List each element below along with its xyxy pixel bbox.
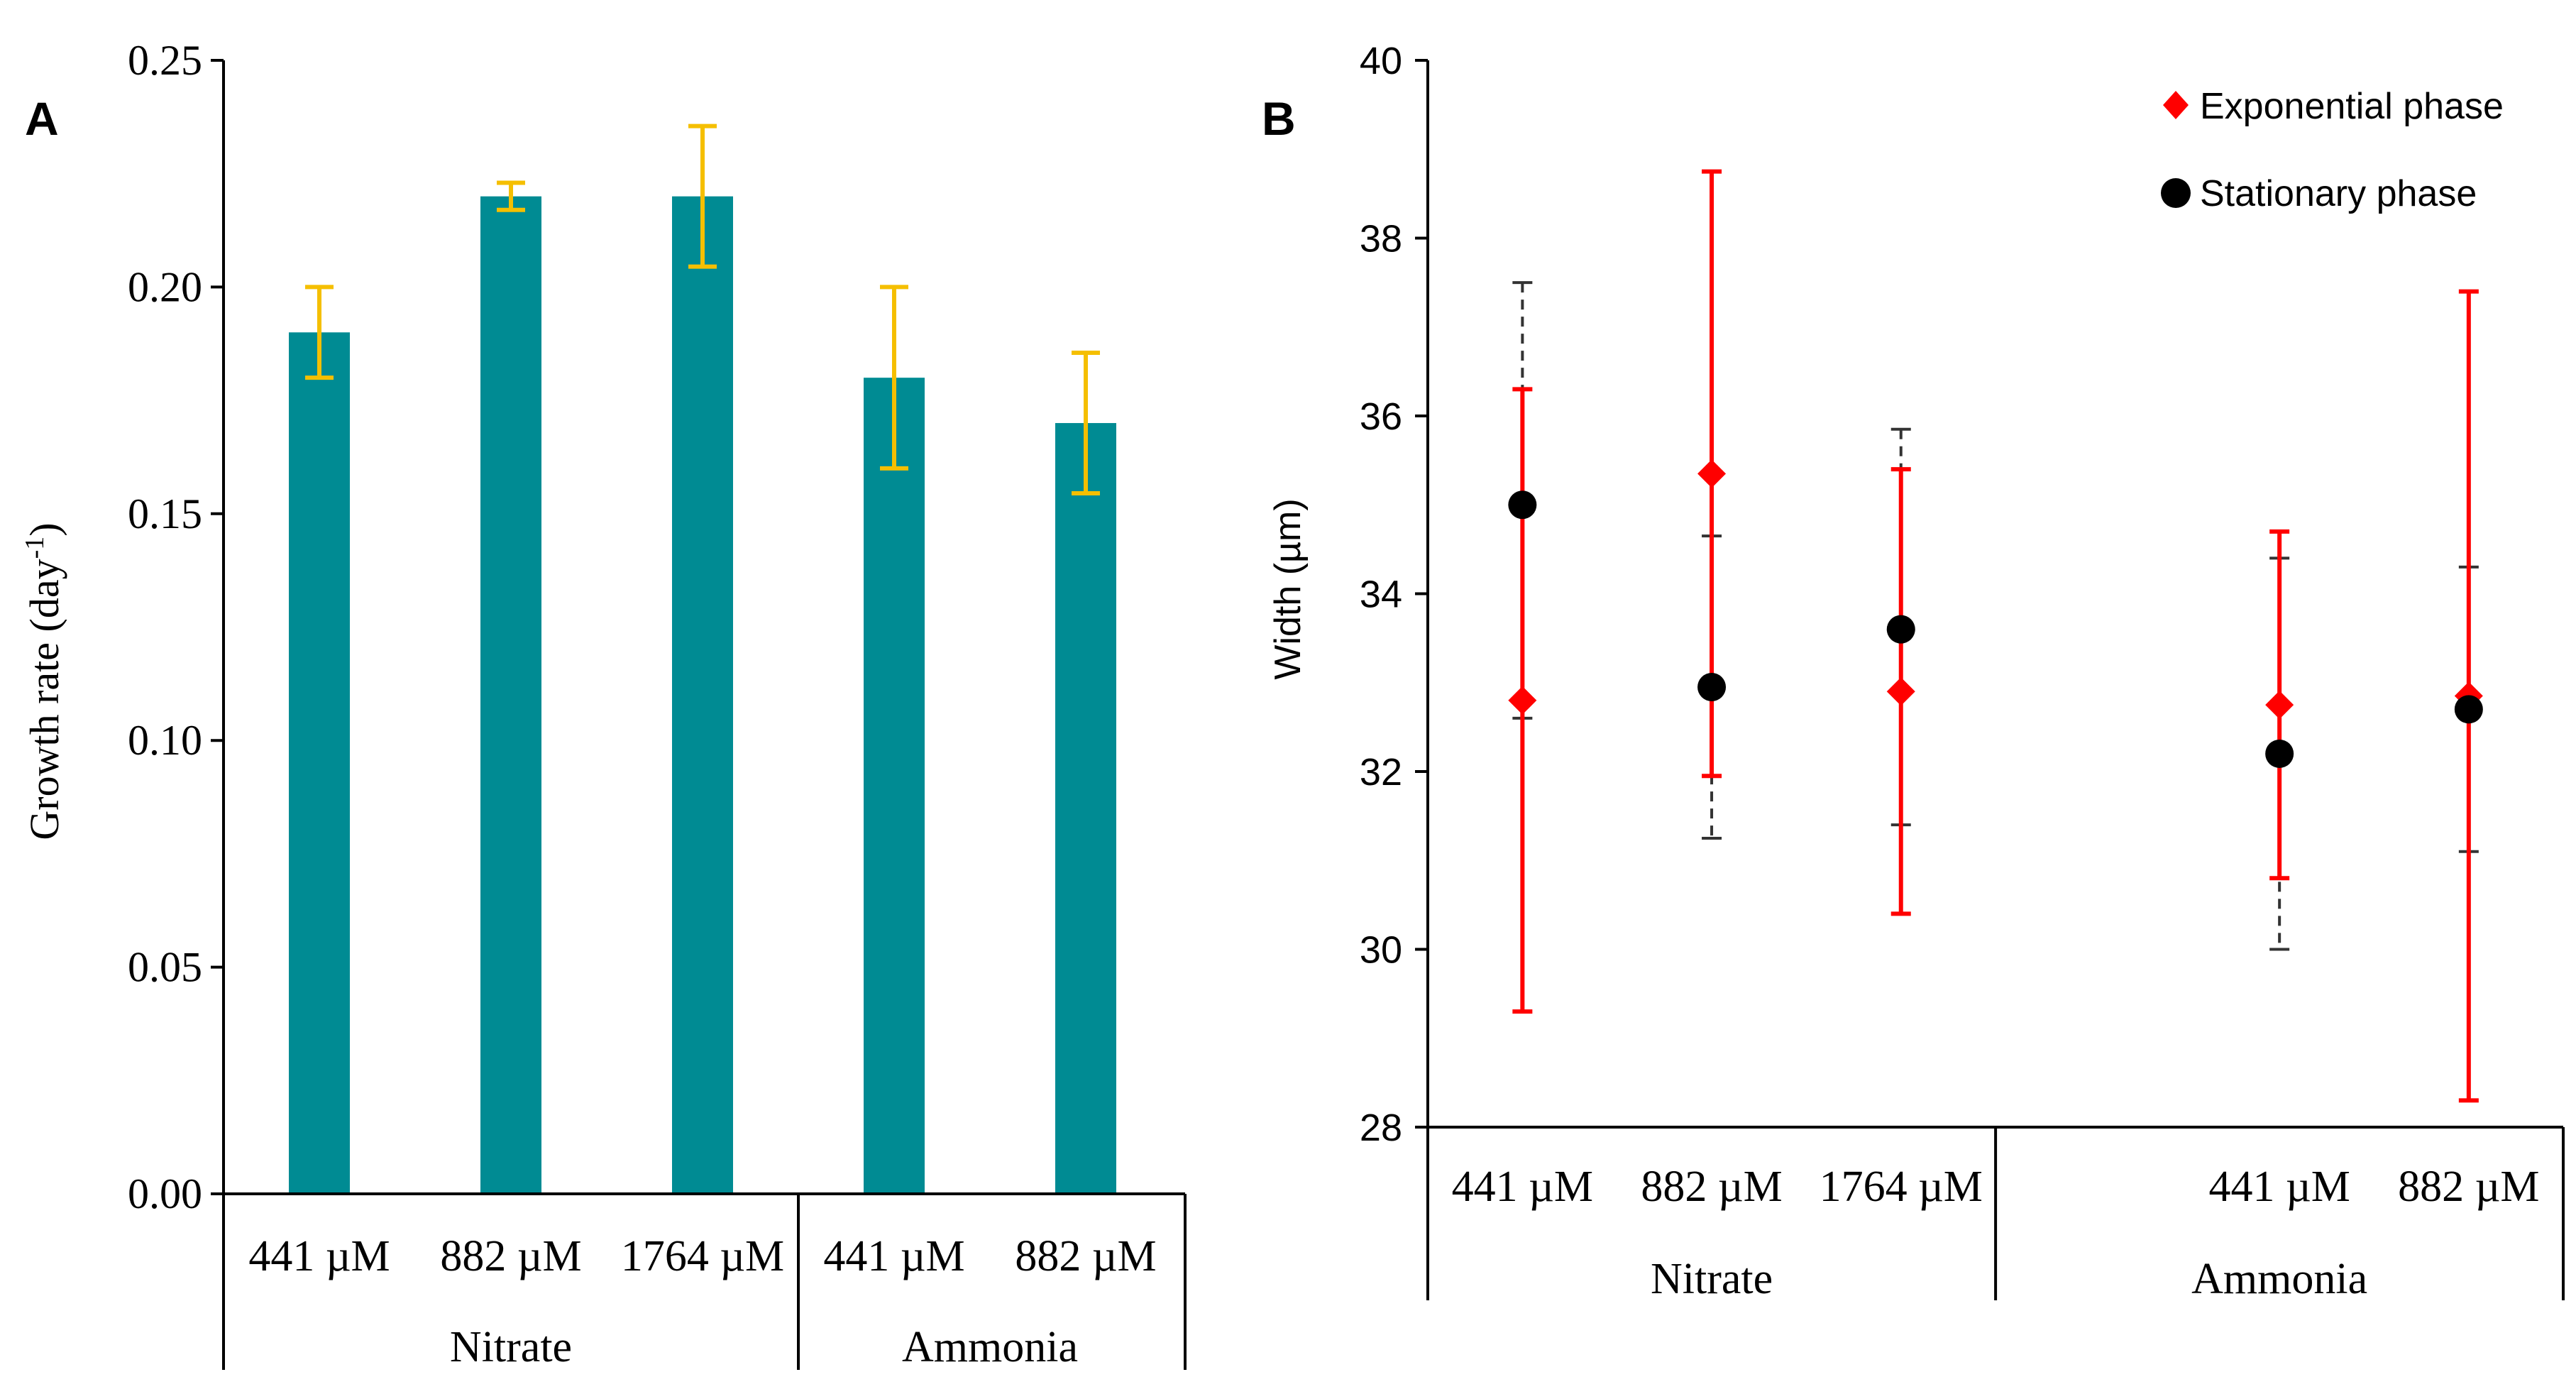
panel-b-point-stationary	[1508, 490, 1537, 520]
panel-b-point-stationary	[2265, 739, 2294, 768]
panel-b-group-labels: Nitrate Ammonia	[1651, 1255, 2367, 1303]
panel-b-y-tick-label: 32	[1360, 751, 1402, 794]
panel-a-y-axis-title: Growth rate (day-1)	[20, 522, 67, 840]
panel-b-point-exponential	[1886, 677, 1915, 706]
panel-b-y-tick-label: 36	[1360, 395, 1402, 438]
panel-b-category-label: 882 µM	[2398, 1163, 2539, 1211]
panel-a: A Growth rate (day-1) 0.000.050.100.150.…	[20, 37, 1187, 1371]
panel-a-y-axis-title-main: Growth rate (day	[21, 559, 67, 840]
panel-b-y-axis-title: Width (µm)	[1267, 498, 1309, 679]
panel-a-category-label: 882 µM	[440, 1232, 581, 1280]
panel-a-bar	[289, 332, 350, 1194]
panel-a-bars	[289, 196, 1116, 1195]
panel-b-axes	[1426, 60, 2565, 1300]
panel-a-category-label: 1764 µM	[621, 1232, 784, 1280]
panel-b-y-tick-label: 34	[1360, 573, 1402, 616]
panel-b-point-exponential	[1508, 686, 1537, 715]
panel-a-bar	[1055, 423, 1116, 1194]
panel-a-y-ticks: 0.00 0.05 0.10 0.15 0.20 0.25	[128, 37, 224, 1217]
panel-b-category-labels: 441 µM 882 µM 1764 µM 441 µM 882 µM	[1452, 1163, 2540, 1211]
panel-a-error-bars	[305, 124, 1100, 496]
panel-b: B Width (µm) 28 30 32 34 36 38 40 441 µM 882 µM…	[1262, 40, 2565, 1303]
panel-b-y-tick-label: 28	[1360, 1107, 1402, 1149]
panel-a-y-tick-label: 0.20	[128, 263, 202, 310]
panel-b-legend: Exponential phase Stationary phase	[2161, 86, 2504, 214]
panel-b-y-tick-label: 30	[1360, 929, 1402, 972]
panel-a-group-labels: Nitrate Ammonia	[450, 1323, 1078, 1371]
legend-exponential-label: Exponential phase	[2200, 86, 2504, 127]
panel-b-category-label: 441 µM	[2208, 1163, 2350, 1211]
panel-a-group-label: Nitrate	[450, 1323, 572, 1371]
panel-a-y-tick-label: 0.00	[128, 1170, 202, 1217]
panel-b-letter: B	[1262, 92, 1296, 145]
panel-a-bar	[864, 378, 925, 1195]
panel-b-category-label: 882 µM	[1641, 1163, 1782, 1211]
panel-a-category-label: 441 µM	[248, 1232, 390, 1280]
panel-b-error-bars	[1512, 169, 2479, 1103]
panel-a-y-tick-label: 0.25	[128, 37, 202, 84]
panel-b-group-label: Nitrate	[1651, 1255, 1773, 1303]
panel-b-point-stationary	[1886, 615, 1915, 644]
panel-b-group-label: Ammonia	[2191, 1255, 2367, 1303]
panel-b-category-label: 1764 µM	[1820, 1163, 1983, 1211]
panel-b-y-ticks: 28 30 32 34 36 38 40	[1360, 40, 1428, 1149]
panel-b-points	[1508, 459, 2483, 768]
legend-exponential-marker	[2163, 91, 2189, 119]
panel-a-category-label: 882 µM	[1015, 1232, 1156, 1280]
panel-b-point-exponential	[2265, 691, 2294, 720]
legend-stationary-label: Stationary phase	[2200, 173, 2477, 214]
panel-b-category-label: 441 µM	[1452, 1163, 1593, 1211]
panel-a-axes	[222, 60, 1187, 1370]
panel-b-point-stationary	[2454, 695, 2483, 724]
legend-stationary-marker	[2161, 178, 2191, 208]
panel-a-y-axis-title-sup: -1	[20, 537, 50, 559]
panel-a-group-label: Ammonia	[902, 1323, 1078, 1371]
panel-a-bar	[480, 196, 541, 1194]
panel-a-category-label: 441 µM	[823, 1232, 964, 1280]
panel-b-point-exponential	[1697, 459, 1727, 488]
panel-a-y-tick-label: 0.10	[128, 717, 202, 764]
panel-b-y-tick-label: 38	[1360, 218, 1402, 260]
panel-a-letter: A	[25, 92, 59, 145]
panel-a-y-tick-label: 0.15	[128, 490, 202, 537]
panel-a-category-labels: 441 µM 882 µM 1764 µM 441 µM 882 µM	[248, 1232, 1156, 1280]
panel-b-point-stationary	[1697, 673, 1727, 702]
panel-b-y-tick-label: 40	[1360, 40, 1402, 82]
panel-a-y-tick-label: 0.05	[128, 944, 202, 991]
panel-a-y-axis-title-tail: )	[21, 522, 67, 536]
panel-a-bar	[672, 196, 733, 1194]
